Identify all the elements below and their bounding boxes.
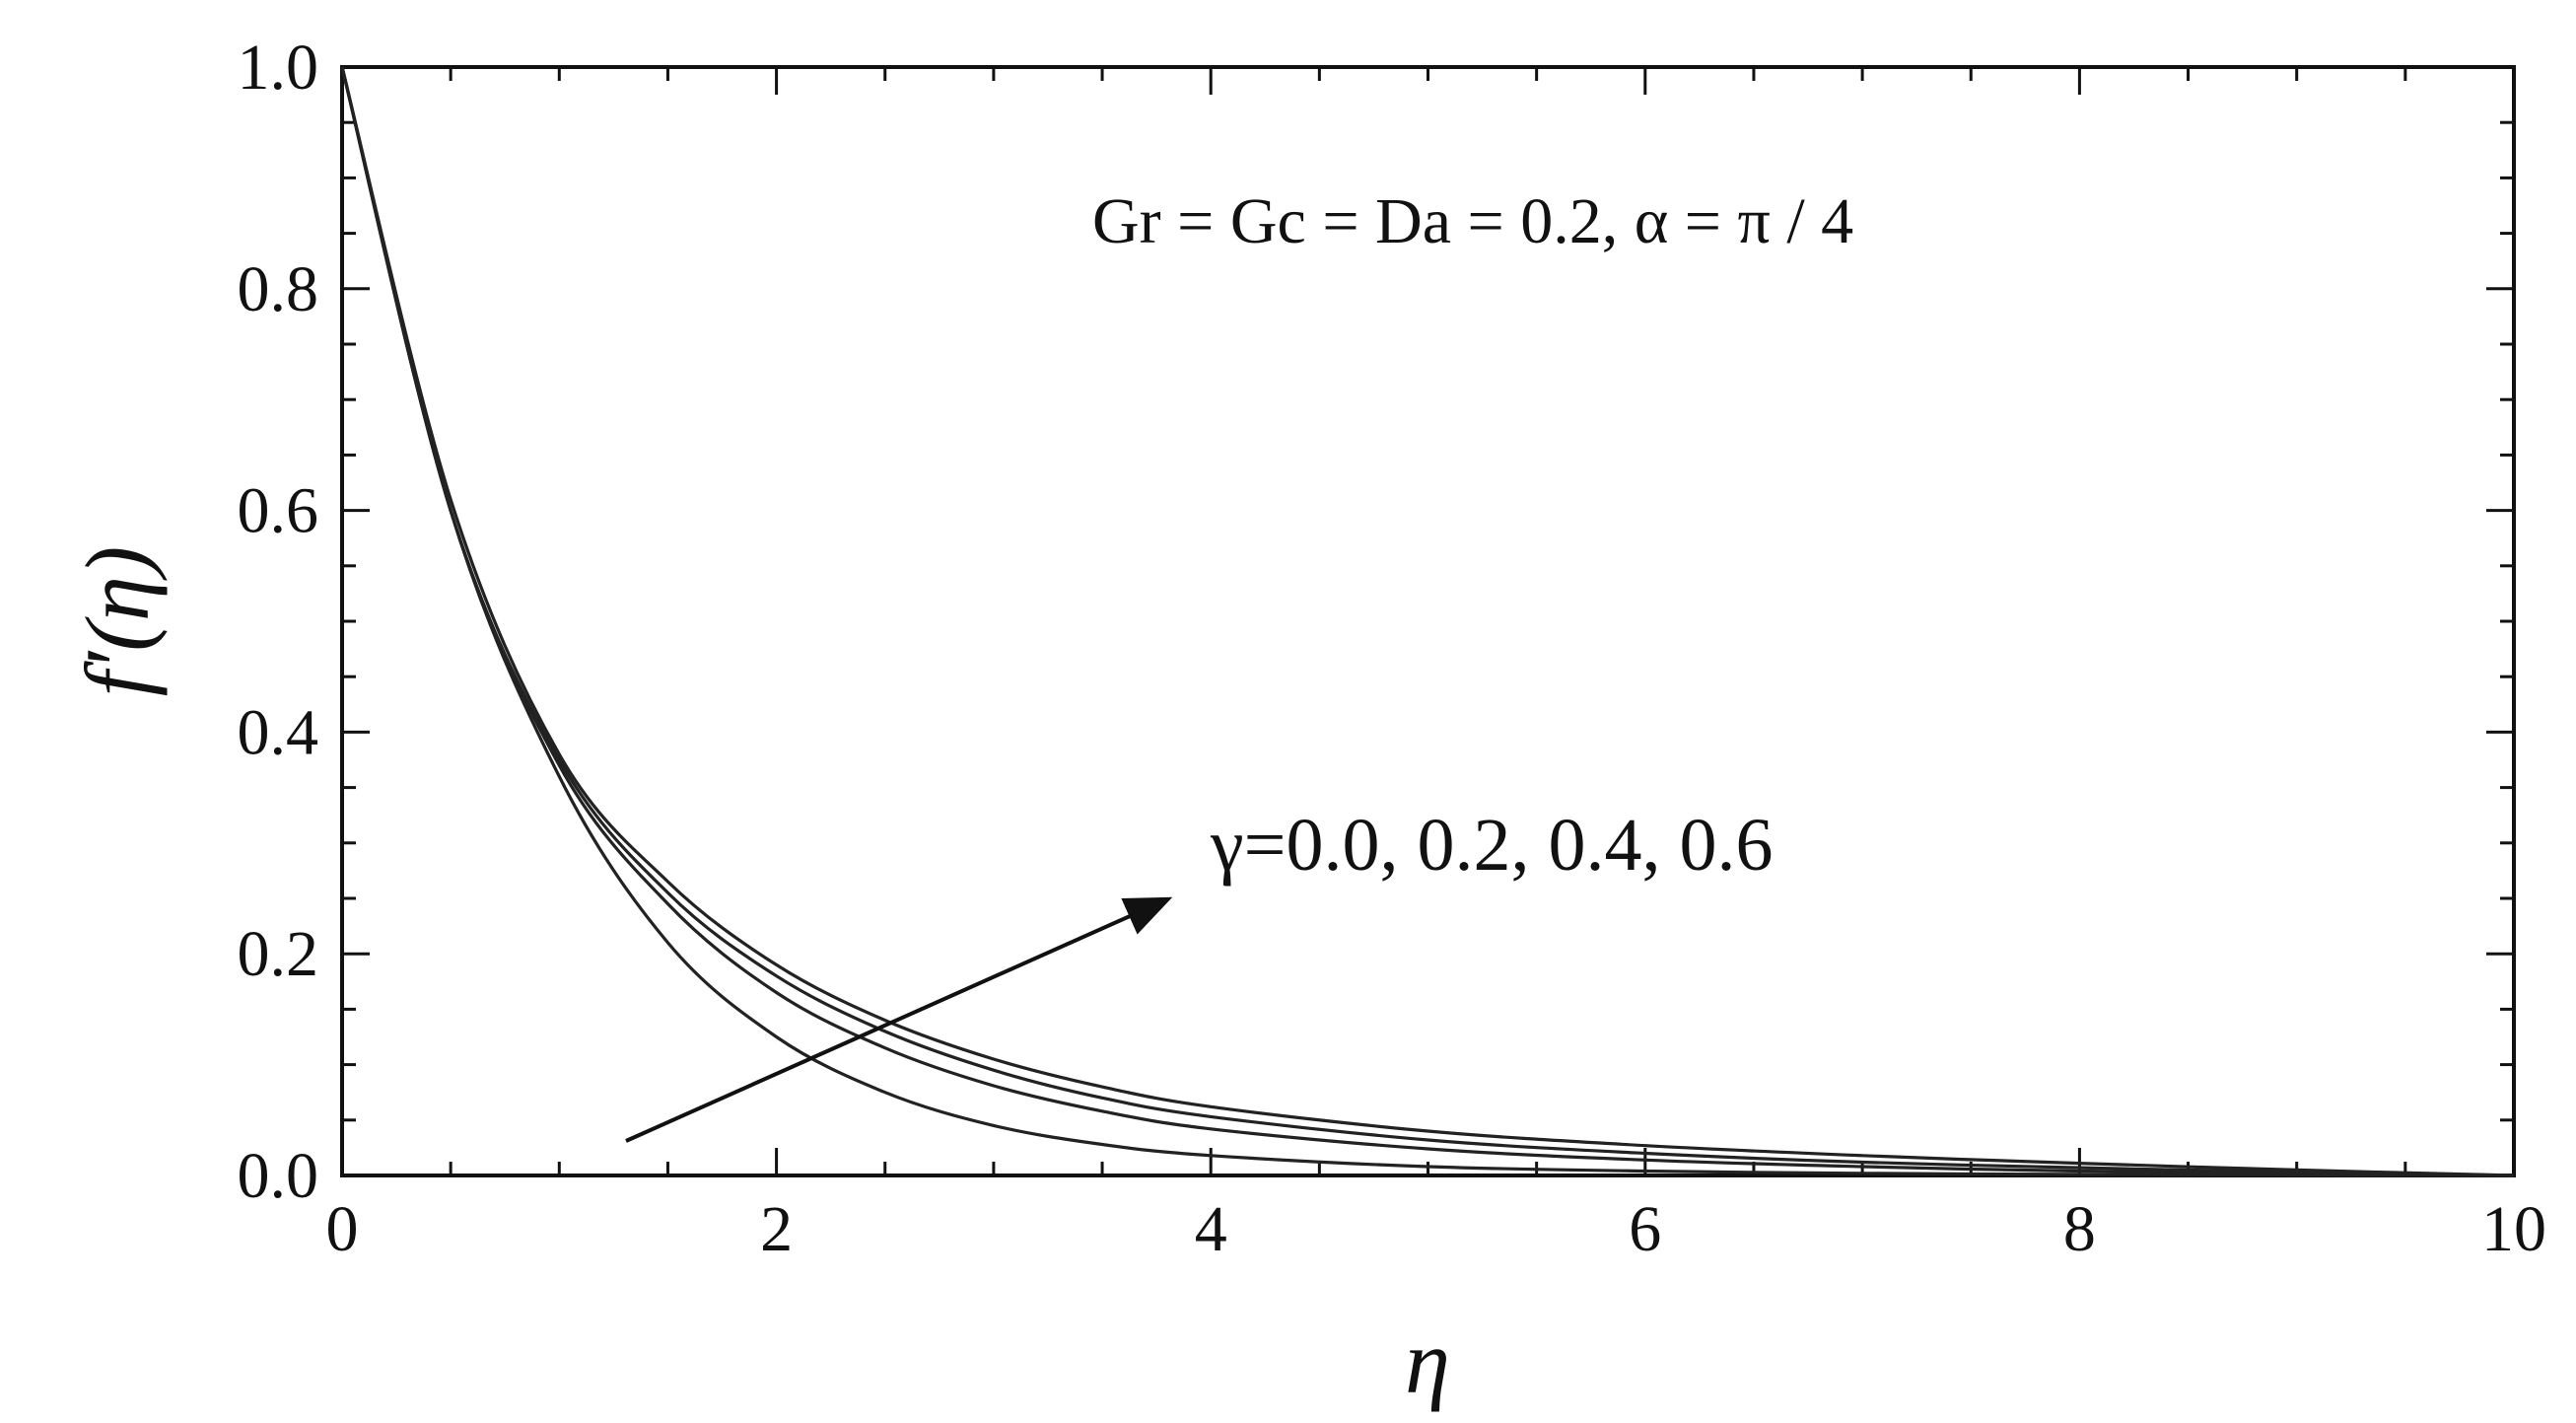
parameters-annotation: Gr = Gc = Da = 0.2, α = π / 4 [1092, 185, 1853, 257]
x-tick-label: 4 [1195, 1193, 1227, 1265]
x-axis-label: η [1405, 1312, 1450, 1412]
y-tick-label: 0.2 [238, 918, 319, 990]
x-tick-label: 8 [2063, 1193, 2096, 1265]
series-line-0 [340, 66, 2515, 1177]
series-lines-group [340, 66, 2515, 1177]
x-tick-label: 6 [1629, 1193, 1661, 1265]
y-tick-label: 0.0 [238, 1140, 319, 1212]
y-tick-label: 0.6 [238, 475, 319, 547]
trend-arrow [625, 896, 1173, 1143]
x-tick-label: 0 [326, 1193, 359, 1265]
tick-labels-group: 0 2 4 6 8 10 0.0 0.2 0.4 0.6 0.8 1.0 [238, 32, 2547, 1265]
x-tick-label: 10 [2481, 1193, 2546, 1265]
gamma-series-annotation: γ=0.0, 0.2, 0.4, 0.6 [1210, 804, 1773, 887]
series-line-2 [340, 66, 2515, 1177]
y-tick-label: 0.8 [238, 253, 319, 325]
y-axis-label: f′(η) [67, 546, 168, 697]
y-tick-label: 0.4 [238, 696, 319, 768]
y-tick-label: 1.0 [238, 32, 319, 104]
x-tick-label: 2 [760, 1193, 793, 1265]
series-line-3 [340, 66, 2515, 1177]
series-line-1 [340, 66, 2515, 1177]
